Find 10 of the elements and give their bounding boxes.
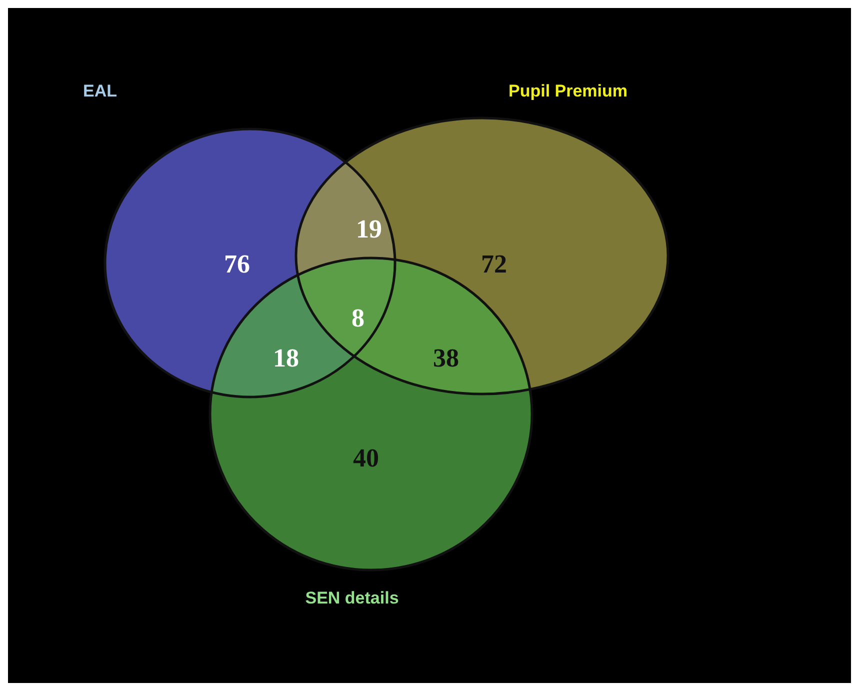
data-label: 76: [224, 250, 250, 279]
data-label: 8: [352, 304, 364, 333]
data-label: 72: [481, 250, 507, 279]
data-label: 19: [356, 214, 382, 244]
text: SEN details: [305, 588, 399, 608]
text: Pupil Premium: [508, 82, 628, 101]
data-label: 18: [273, 344, 299, 373]
data-label: 38: [433, 344, 459, 373]
data-label: 40: [353, 444, 379, 473]
text: EAL: [83, 82, 117, 101]
